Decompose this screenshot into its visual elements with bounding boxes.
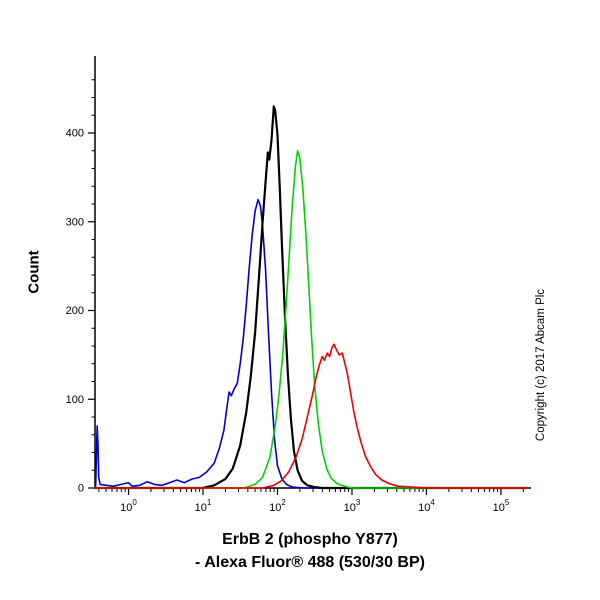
- x-tick-label: 102: [269, 498, 286, 514]
- y-tick-label: 400: [66, 128, 84, 140]
- x-tick-label: 104: [418, 498, 435, 514]
- x-axis-title: ErbB 2 (phospho Y877) - Alexa Fluor® 488…: [95, 528, 525, 574]
- y-tick-label: 100: [66, 394, 84, 406]
- x-axis-title-line2: - Alexa Fluor® 488 (530/30 BP): [195, 554, 425, 572]
- x-tick-label: 101: [195, 498, 212, 514]
- y-tick-label: 300: [66, 216, 84, 228]
- x-axis-title-line1: ErbB 2 (phospho Y877): [222, 531, 398, 548]
- series-blue: [94, 198, 528, 489]
- series-red: [94, 343, 528, 489]
- series-green: [94, 150, 528, 489]
- series-black: [93, 105, 529, 490]
- x-tick-label: 103: [344, 498, 361, 514]
- x-tick-label: 105: [493, 498, 510, 514]
- x-tick-label: 100: [120, 498, 137, 514]
- y-tick-label: 0: [78, 483, 84, 495]
- y-tick-label: 200: [66, 305, 84, 317]
- copyright-text: Copyright (c) 2017 Abcam Plc: [535, 288, 547, 442]
- y-axis-title: Count: [25, 250, 43, 294]
